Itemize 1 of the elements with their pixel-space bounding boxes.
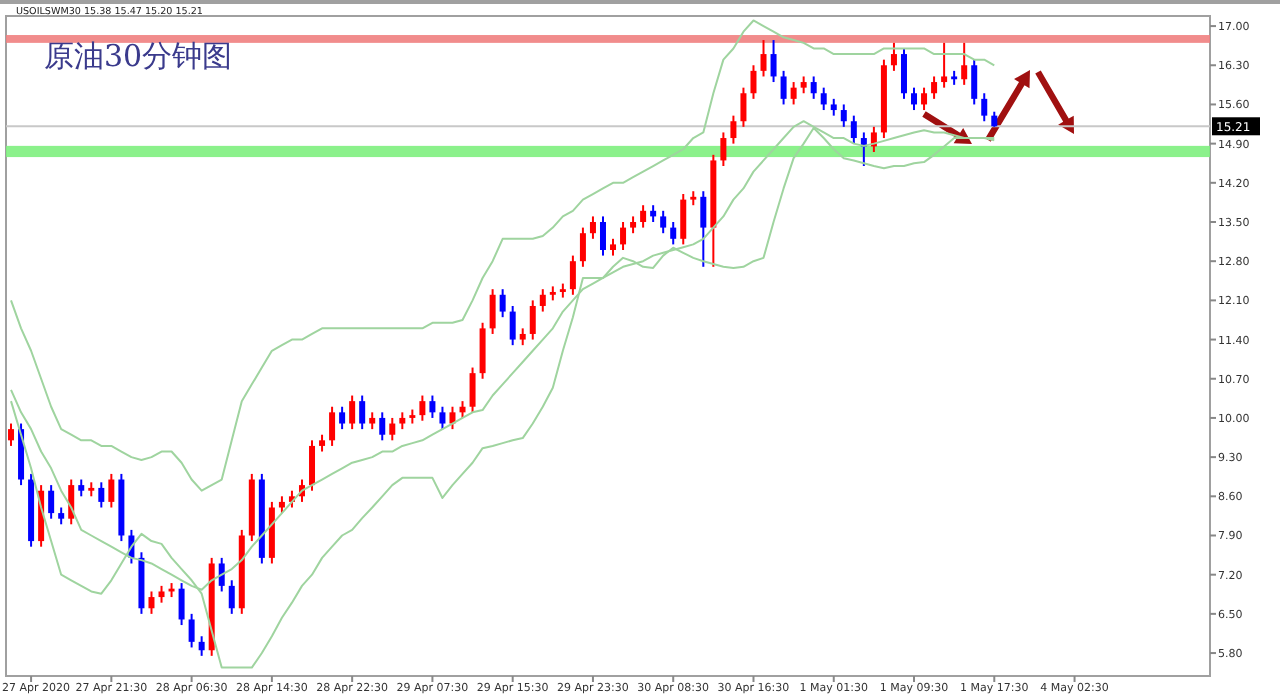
text: 原油30分钟图 <box>44 38 233 74</box>
